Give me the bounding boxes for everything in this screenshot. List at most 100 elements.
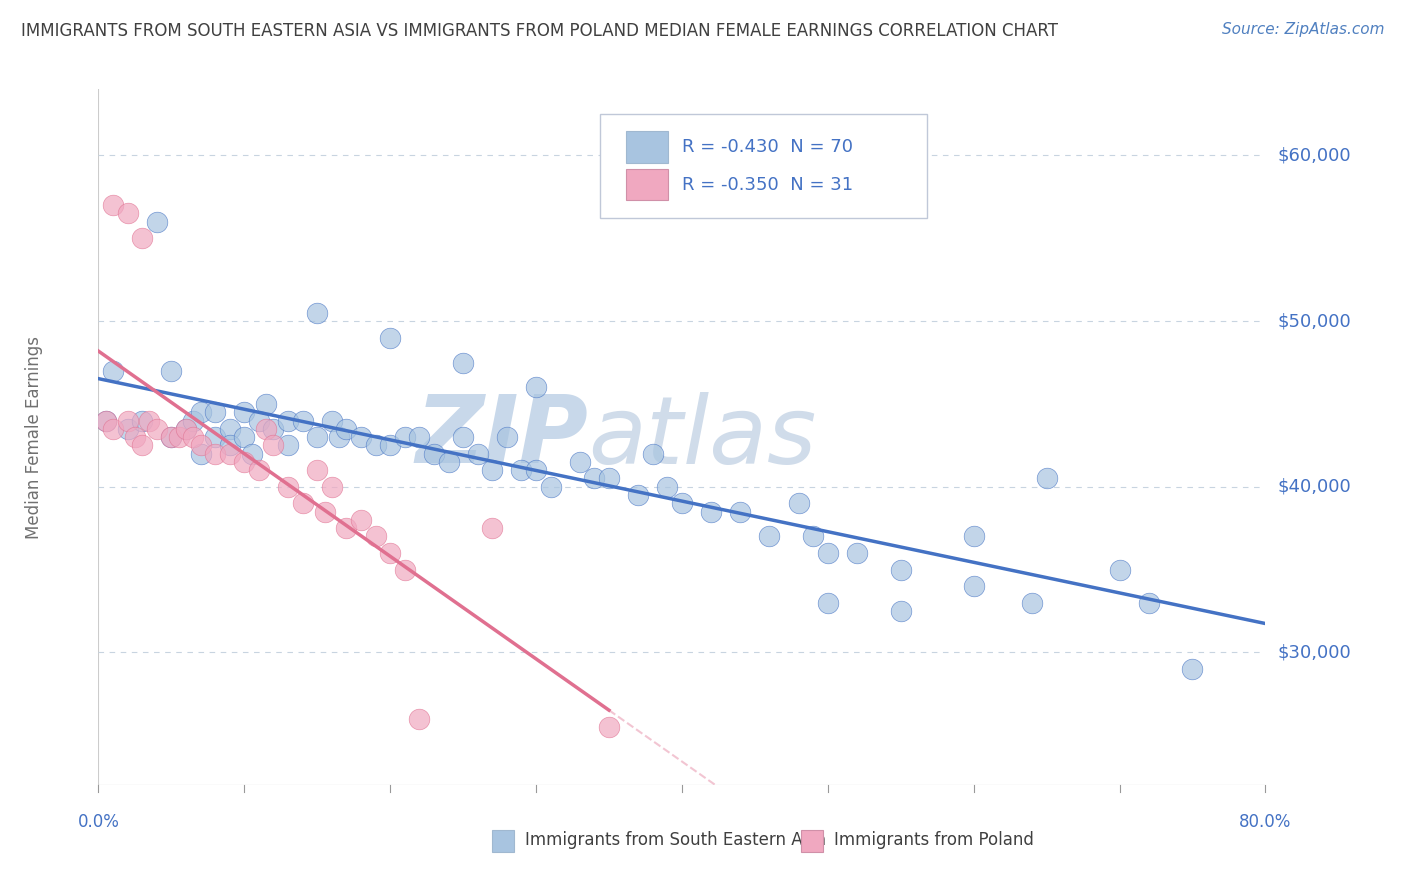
Point <box>94 413 117 427</box>
Point <box>481 463 503 477</box>
Point <box>787 496 810 510</box>
Point <box>364 529 387 543</box>
Point <box>728 505 751 519</box>
Point <box>627 488 650 502</box>
Point <box>190 438 212 452</box>
Point <box>247 463 270 477</box>
Point <box>700 505 723 519</box>
Point <box>1137 596 1160 610</box>
Text: $60,000: $60,000 <box>1277 146 1351 164</box>
Point <box>131 413 153 427</box>
Point <box>394 430 416 444</box>
FancyBboxPatch shape <box>600 113 927 218</box>
Point <box>204 430 226 444</box>
Point <box>350 513 373 527</box>
Point <box>307 306 329 320</box>
Point <box>204 447 226 461</box>
Point <box>240 447 263 461</box>
Point <box>583 471 606 485</box>
Point <box>890 604 912 618</box>
Point <box>568 455 591 469</box>
Point <box>890 563 912 577</box>
Point <box>174 422 197 436</box>
Point <box>218 438 240 452</box>
Point <box>262 438 284 452</box>
Text: atlas: atlas <box>589 392 817 483</box>
Text: $50,000: $50,000 <box>1277 312 1351 330</box>
Point <box>321 413 343 427</box>
Point <box>540 480 562 494</box>
Point <box>524 380 547 394</box>
Point <box>291 496 314 510</box>
Point <box>160 364 183 378</box>
Point <box>758 529 780 543</box>
Text: Median Female Earnings: Median Female Earnings <box>25 335 44 539</box>
Point <box>146 422 169 436</box>
Point <box>204 405 226 419</box>
Point <box>510 463 533 477</box>
Point <box>378 331 402 345</box>
Point <box>962 529 984 543</box>
Point <box>350 430 373 444</box>
FancyBboxPatch shape <box>626 169 668 200</box>
Point <box>817 596 839 610</box>
Point <box>174 422 197 436</box>
Point <box>321 480 343 494</box>
Point <box>378 438 402 452</box>
Point <box>408 712 430 726</box>
Point <box>233 405 256 419</box>
Point <box>817 546 839 560</box>
Point <box>598 720 620 734</box>
Point <box>277 438 299 452</box>
Text: 0.0%: 0.0% <box>77 813 120 830</box>
Text: ZIP: ZIP <box>416 391 589 483</box>
Point <box>167 430 190 444</box>
Point <box>160 430 183 444</box>
Text: R = -0.430  N = 70: R = -0.430 N = 70 <box>682 138 853 156</box>
Point <box>1021 596 1043 610</box>
Point <box>314 505 336 519</box>
Point <box>641 447 664 461</box>
Text: 80.0%: 80.0% <box>1239 813 1292 830</box>
Point <box>451 355 474 369</box>
Point <box>801 529 824 543</box>
Point <box>1035 471 1057 485</box>
Point <box>94 413 117 427</box>
Point <box>1108 563 1130 577</box>
Text: $40,000: $40,000 <box>1277 478 1351 496</box>
Point <box>131 231 153 245</box>
Point <box>335 521 357 535</box>
Text: R = -0.350  N = 31: R = -0.350 N = 31 <box>682 176 853 194</box>
Point <box>181 430 204 444</box>
Point <box>307 463 329 477</box>
Point <box>131 438 153 452</box>
Point <box>146 215 169 229</box>
Point <box>218 422 240 436</box>
Point <box>117 422 139 436</box>
Point <box>190 405 212 419</box>
Point <box>364 438 387 452</box>
Point <box>378 546 402 560</box>
Point <box>481 521 503 535</box>
Point <box>495 430 517 444</box>
Point <box>247 413 270 427</box>
Point <box>524 463 547 477</box>
Text: Immigrants from South Eastern Asia: Immigrants from South Eastern Asia <box>524 831 827 849</box>
Point <box>467 447 489 461</box>
Point <box>101 364 124 378</box>
Text: IMMIGRANTS FROM SOUTH EASTERN ASIA VS IMMIGRANTS FROM POLAND MEDIAN FEMALE EARNI: IMMIGRANTS FROM SOUTH EASTERN ASIA VS IM… <box>21 22 1059 40</box>
Point <box>138 413 160 427</box>
Point <box>181 413 204 427</box>
Point <box>657 480 679 494</box>
Point <box>262 422 284 436</box>
Point <box>328 430 350 444</box>
Point <box>233 430 256 444</box>
Point <box>1181 662 1204 676</box>
Point <box>307 430 329 444</box>
Point <box>101 198 124 212</box>
Point <box>233 455 256 469</box>
Point <box>117 413 139 427</box>
Point <box>962 579 984 593</box>
Point <box>160 430 183 444</box>
Point <box>190 447 212 461</box>
